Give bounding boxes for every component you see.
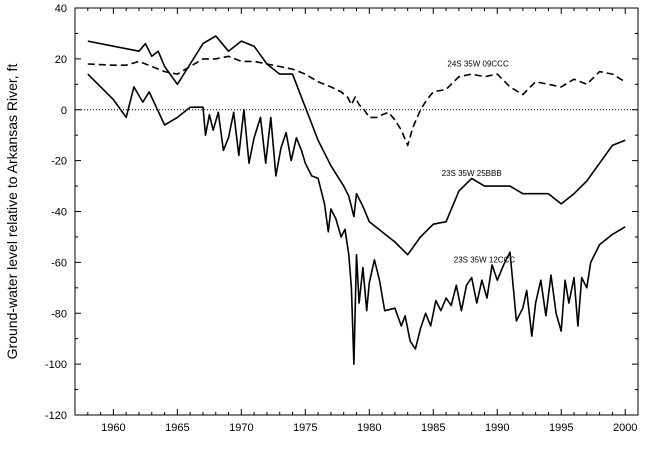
- x-tick-label: 1990: [485, 422, 509, 434]
- x-tick-label: 1970: [229, 422, 253, 434]
- y-tick-label: -60: [51, 257, 67, 269]
- y-axis-title: Ground-water level relative to Arkansas …: [4, 64, 20, 360]
- x-tick-label: 1995: [549, 422, 573, 434]
- series-line-2: [87, 73, 626, 365]
- series-line-1: [87, 35, 626, 256]
- series-label-0: 24S 35W 09CCC: [447, 60, 509, 69]
- x-tick-label: 1980: [357, 422, 381, 434]
- y-tick-label: 0: [61, 105, 67, 117]
- y-tick-label: -40: [51, 207, 67, 219]
- y-tick-label: 20: [55, 54, 67, 66]
- x-tick-label: 1965: [165, 422, 189, 434]
- series-label-1: 23S 35W 25BBB: [442, 169, 502, 178]
- y-tick-label: -120: [45, 410, 67, 422]
- y-tick-label: -80: [51, 308, 67, 320]
- x-tick-label: 1975: [293, 422, 317, 434]
- x-tick-label: 1985: [421, 422, 445, 434]
- y-tick-label: 40: [55, 3, 67, 15]
- series-label-2: 23S 35W 12CCC: [454, 255, 516, 264]
- series-line-0: [87, 55, 626, 147]
- x-tick-label: 1960: [101, 422, 125, 434]
- y-tick-label: -20: [51, 156, 67, 168]
- plot-frame: [74, 7, 639, 416]
- y-tick-label: -100: [45, 359, 67, 371]
- x-tick-label: 2000: [613, 422, 637, 434]
